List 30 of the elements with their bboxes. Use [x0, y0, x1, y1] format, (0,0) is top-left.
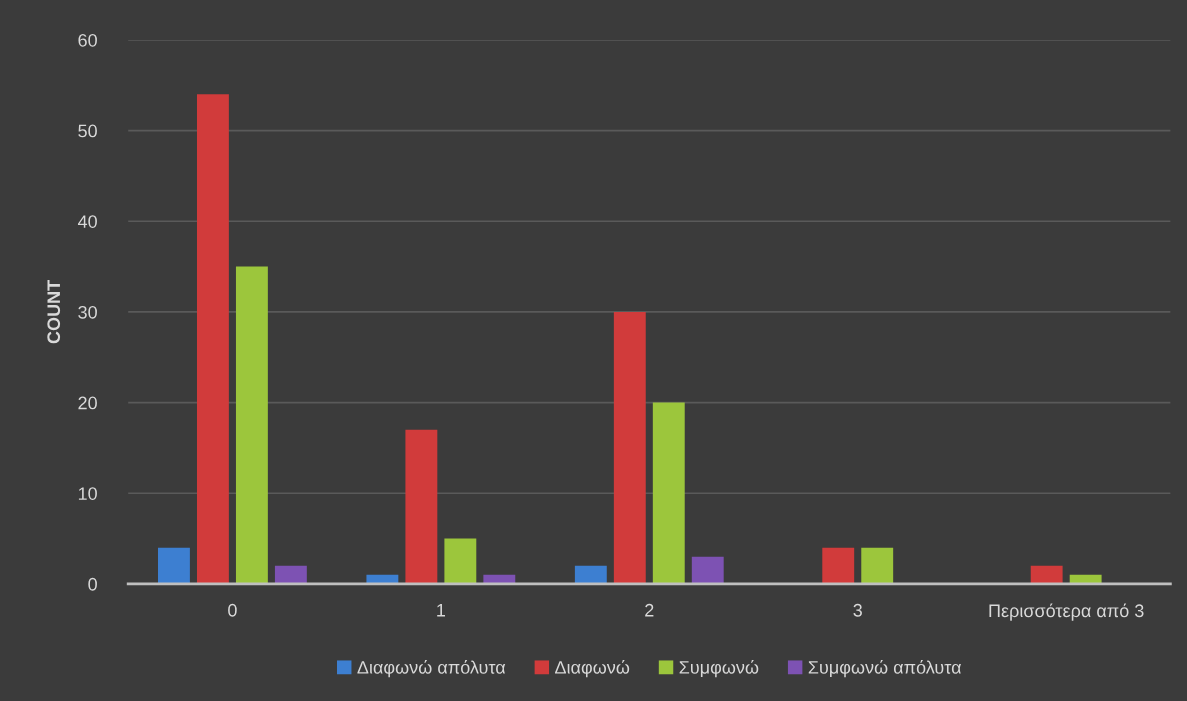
- bar: [196, 94, 229, 584]
- y-tick-label: 10: [78, 487, 97, 500]
- y-tick-label: 40: [77, 215, 97, 228]
- bar: [274, 565, 307, 584]
- y-tick-label: 60: [78, 33, 97, 47]
- legend-label: Συμφωνώ: [679, 660, 759, 678]
- bar: [822, 547, 855, 584]
- bar: [691, 556, 724, 584]
- x-tick-label: 2: [645, 603, 654, 617]
- bar: [861, 547, 894, 584]
- bar: [574, 565, 607, 584]
- legend-label: Συμφωνώ απόλυτα: [808, 660, 962, 678]
- bar: [405, 429, 438, 584]
- y-tick-label: 30: [78, 305, 97, 319]
- legend-label: Διαφωνώ απόλυτα: [357, 660, 506, 678]
- x-tick-label: 1: [437, 604, 445, 617]
- y-tick-label: 50: [78, 124, 97, 138]
- bar: [652, 402, 685, 584]
- y-tick-label: 20: [78, 396, 97, 410]
- y-tick-label: 0: [88, 577, 97, 591]
- x-tick-label: 3: [853, 603, 862, 617]
- bar: [235, 266, 268, 584]
- legend-label: Διαφωνώ: [555, 660, 630, 678]
- bar: [1030, 565, 1063, 584]
- x-tick-label: 0: [228, 603, 237, 617]
- bar: [444, 538, 477, 584]
- y-axis-title: COUNT: [47, 280, 61, 344]
- x-tick-label: Περισσότερα από 3: [989, 603, 1144, 621]
- bar: [613, 311, 646, 584]
- bar: [158, 547, 190, 584]
